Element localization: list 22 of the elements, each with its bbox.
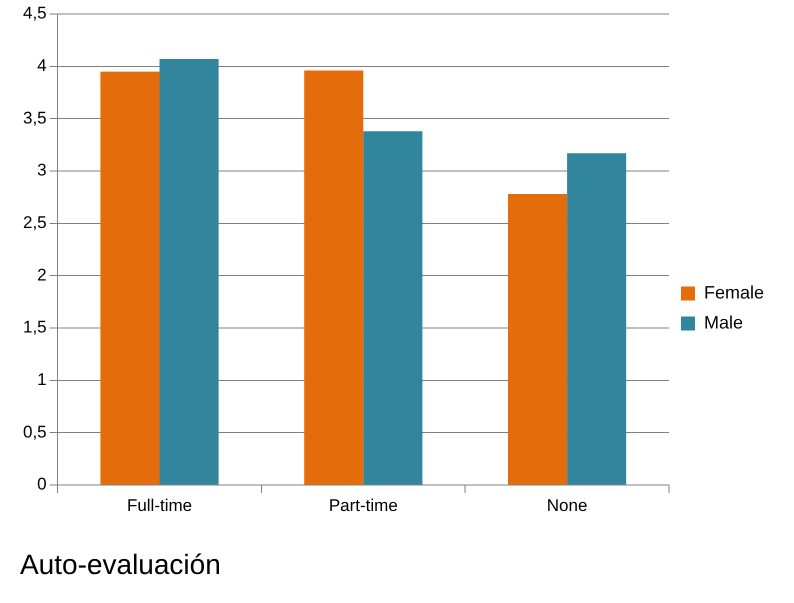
y-tick-label: 0,5: [22, 422, 47, 442]
y-tick-label: 4: [37, 56, 47, 76]
bar: [363, 131, 422, 484]
y-tick-label: 0: [37, 474, 47, 494]
bar: [508, 194, 568, 484]
y-tick-label: 1: [37, 370, 47, 390]
y-tick-label: 3,5: [22, 108, 47, 128]
y-tick-label: 3: [37, 160, 47, 180]
x-tick-label: Full-time: [126, 496, 192, 515]
bar: [100, 72, 160, 484]
bar: [160, 59, 219, 484]
x-tick-label: None: [546, 496, 588, 515]
y-tick-label: 1,5: [22, 318, 47, 337]
y-tick-label: 2: [37, 265, 47, 284]
x-tick-label: Part-time: [328, 496, 398, 515]
legend-label: Female: [704, 282, 764, 302]
legend-label: Male: [704, 312, 743, 332]
y-tick-label: 4,5: [22, 4, 47, 23]
y-tick-label: 2,5: [22, 213, 47, 232]
bar: [304, 70, 364, 484]
text: Auto-evaluación: [20, 548, 221, 580]
bar: [567, 153, 626, 484]
